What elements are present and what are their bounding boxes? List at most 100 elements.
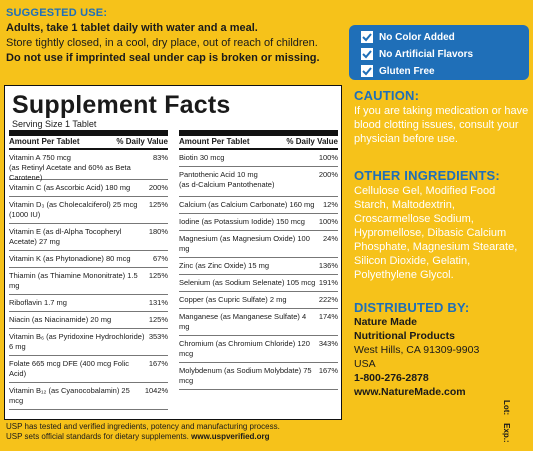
- nutrient-dv: 191%: [318, 278, 338, 287]
- nutrient-name-cell: Vitamin B₆ (as Pyridoxine Hydrochloride)…: [9, 332, 146, 352]
- nutrient-dv: 100%: [318, 153, 338, 162]
- nutrient-name: Magnesium (as Magnesium Oxide) 100 mg: [179, 234, 310, 253]
- nutrient-dv: 343%: [318, 339, 338, 348]
- nutrient-name-cell: Iodine (as Potassium Iodide) 150 mcg: [179, 217, 305, 227]
- facts-column-left: Amount Per Tablet % Daily Value Vitamin …: [9, 130, 168, 410]
- badge-item-label: Gluten Free: [379, 65, 435, 77]
- nutrient-row: Magnesium (as Magnesium Oxide) 100 mg 24%: [179, 231, 338, 258]
- nutrient-name: Pantothenic Acid 10 mg: [179, 170, 258, 179]
- nutrient-row: Iodine (as Potassium Iodide) 150 mcg 100%: [179, 214, 338, 231]
- nutrient-dv: 167%: [318, 366, 338, 375]
- nutrient-name: Thiamin (as Thiamine Mononitrate) 1.5 mg: [9, 271, 138, 290]
- distributed-by-heading: DISTRIBUTED BY:: [354, 300, 470, 315]
- nutrient-source: (as d-Calcium Pantothenate): [179, 180, 275, 189]
- badge-item: No Artificial Flavors: [361, 47, 529, 61]
- nutrient-dv: 125%: [148, 315, 168, 324]
- nutrient-name: Vitamin C (as Ascorbic Acid) 180 mg: [9, 183, 131, 192]
- facts-column-header: Amount Per Tablet % Daily Value: [179, 136, 338, 150]
- nutrient-name: Iodine (as Potassium Iodide) 150 mcg: [179, 217, 305, 226]
- nutrient-dv: 83%: [152, 153, 168, 162]
- badge-item: Gluten Free: [361, 64, 529, 78]
- nutrient-dv: 180%: [148, 227, 168, 236]
- nutrient-dv: 200%: [148, 183, 168, 192]
- nutrient-name: Copper (as Cupric Sulfate) 2 mg: [179, 295, 287, 304]
- nutrient-name: Vitamin D₃ (as Cholecalciferol) 25 mcg (…: [9, 200, 138, 219]
- nutrient-name: Folate 665 mcg DFE (400 mcg Folic Acid): [9, 359, 130, 378]
- lot-label: Lot:: [502, 400, 511, 416]
- nutrient-row: Molybdenum (as Sodium Molybdate) 75 mcg 1…: [179, 363, 338, 390]
- usp-line-1: USP has tested and verified ingredients,…: [6, 422, 280, 431]
- nutrient-name-cell: Vitamin B₁₂ (as Cyanocobalamin) 25 mcg: [9, 386, 145, 406]
- nutrient-dv: 100%: [318, 217, 338, 226]
- dv-header: % Daily Value: [116, 137, 168, 146]
- suggested-use-line-3: Do not use if imprinted seal under cap i…: [6, 52, 320, 64]
- caution-heading: CAUTION:: [354, 88, 420, 103]
- usp-link[interactable]: www.uspverified.org: [191, 432, 270, 441]
- free-from-badge: No Color Added No Artificial Flavors Glu…: [349, 25, 529, 80]
- nutrient-name-cell: Niacin (as Niacinamide) 20 mg: [9, 315, 111, 325]
- nutrient-name: Riboflavin 1.7 mg: [9, 298, 67, 307]
- caution-text: If you are taking medication or have blo…: [354, 105, 529, 145]
- nutrient-name-cell: Pantothenic Acid 10 mg (as d-Calcium Pant…: [179, 170, 274, 193]
- nutrient-row: Zinc (as Zinc Oxide) 15 mg 136%: [179, 258, 338, 275]
- nutrient-dv: 174%: [318, 312, 338, 321]
- nutrient-name-cell: Magnesium (as Magnesium Oxide) 100 mg: [179, 234, 316, 254]
- suggested-use-heading: SUGGESTED USE:: [6, 7, 108, 19]
- nutrient-dv: 353%: [148, 332, 168, 341]
- badge-item: No Color Added: [361, 30, 529, 44]
- nutrient-name: Zinc (as Zinc Oxide) 15 mg: [179, 261, 270, 270]
- distributor-info: Nature Made Nutritional Products West Hi…: [354, 315, 529, 399]
- dv-header: % Daily Value: [286, 137, 338, 146]
- distributor-country: USA: [354, 358, 376, 370]
- nutrient-dv: 1042%: [144, 386, 169, 395]
- nutrient-name-cell: Folate 665 mcg DFE (400 mcg Folic Acid): [9, 359, 146, 379]
- nutrient-row: Thiamin (as Thiamine Mononitrate) 1.5 mg…: [9, 268, 168, 295]
- nutrient-name: Calcium (as Calcium Carbonate) 160 mg: [179, 200, 315, 209]
- nutrient-row: Pantothenic Acid 10 mg (as d-Calcium Pant…: [179, 167, 338, 197]
- nutrient-dv: 24%: [322, 234, 338, 243]
- suggested-use-line-1: Adults, take 1 tablet daily with water a…: [6, 22, 258, 34]
- amount-header: Amount Per Tablet: [9, 137, 80, 146]
- check-icon: [361, 31, 373, 43]
- nutrient-name-cell: Vitamin C (as Ascorbic Acid) 180 mg: [9, 183, 130, 193]
- nutrient-dv: 131%: [148, 298, 168, 307]
- amount-header: Amount Per Tablet: [179, 137, 250, 146]
- nutrient-dv: 200%: [318, 170, 338, 179]
- supplement-facts-panel: Supplement Facts Serving Size 1 Tablet A…: [4, 85, 342, 420]
- nutrient-dv: 222%: [318, 295, 338, 304]
- nutrient-row: Selenium (as Sodium Selenate) 105 mcg 191…: [179, 275, 338, 292]
- check-icon: [361, 65, 373, 77]
- nutrient-name: Vitamin A 750 mcg: [9, 153, 71, 162]
- nutrient-dv: 125%: [148, 200, 168, 209]
- nutrient-name-cell: Biotin 30 mcg: [179, 153, 224, 163]
- nutrient-row: Riboflavin 1.7 mg 131%: [9, 295, 168, 312]
- nutrient-name-cell: Molybdenum (as Sodium Molybdate) 75 mcg: [179, 366, 316, 386]
- facts-right-rows: Biotin 30 mcg 100% Pantothenic Acid 10 mg(…: [179, 150, 338, 390]
- distributor-name-2: Nutritional Products: [354, 330, 455, 342]
- nutrient-name-cell: Vitamin K (as Phytonadione) 80 mcg: [9, 254, 131, 264]
- nutrient-name: Molybdenum (as Sodium Molybdate) 75 mcg: [179, 366, 312, 385]
- other-ingredients-text: Cellulose Gel, Modified Food Starch, Mal…: [354, 185, 518, 281]
- nutrient-dv: 136%: [318, 261, 338, 270]
- nutrient-dv: 67%: [152, 254, 168, 263]
- distributor-website[interactable]: www.NatureMade.com: [354, 386, 466, 398]
- serving-size: Serving Size 1 Tablet: [12, 119, 97, 129]
- nutrient-row: Biotin 30 mcg 100%: [179, 150, 338, 167]
- nutrient-name-cell: Manganese (as Manganese Sulfate) 4 mg: [179, 312, 316, 332]
- nutrient-name-cell: Vitamin E (as dl-Alpha Tocopheryl Acetat…: [9, 227, 146, 247]
- exp-label: Exp.:: [502, 423, 511, 443]
- nutrient-row: Vitamin D₃ (as Cholecalciferol) 25 mcg (…: [9, 197, 168, 224]
- nutrient-row: Vitamin K (as Phytonadione) 80 mcg 67%: [9, 251, 168, 268]
- nutrient-row: Niacin (as Niacinamide) 20 mg 125%: [9, 312, 168, 329]
- nutrient-row: Copper (as Cupric Sulfate) 2 mg 222%: [179, 292, 338, 309]
- nutrient-row: Manganese (as Manganese Sulfate) 4 mg 174…: [179, 309, 338, 336]
- nutrient-name-cell: Zinc (as Zinc Oxide) 15 mg: [179, 261, 269, 271]
- nutrient-row: Vitamin E (as dl-Alpha Tocopheryl Acetat…: [9, 224, 168, 251]
- nutrient-name-cell: Calcium (as Calcium Carbonate) 160 mg: [179, 200, 314, 210]
- suggested-use-line-2: Store tightly closed, in a cool, dry pla…: [6, 37, 318, 49]
- check-icon: [361, 48, 373, 60]
- usp-line-2: USP sets official standards for dietary …: [6, 432, 280, 442]
- nutrient-name: Vitamin B₆ (as Pyridoxine Hydrochloride)…: [9, 332, 145, 351]
- other-ingredients-heading: OTHER INGREDIENTS:: [354, 168, 500, 183]
- nutrient-name: Vitamin K (as Phytonadione) 80 mcg: [9, 254, 131, 263]
